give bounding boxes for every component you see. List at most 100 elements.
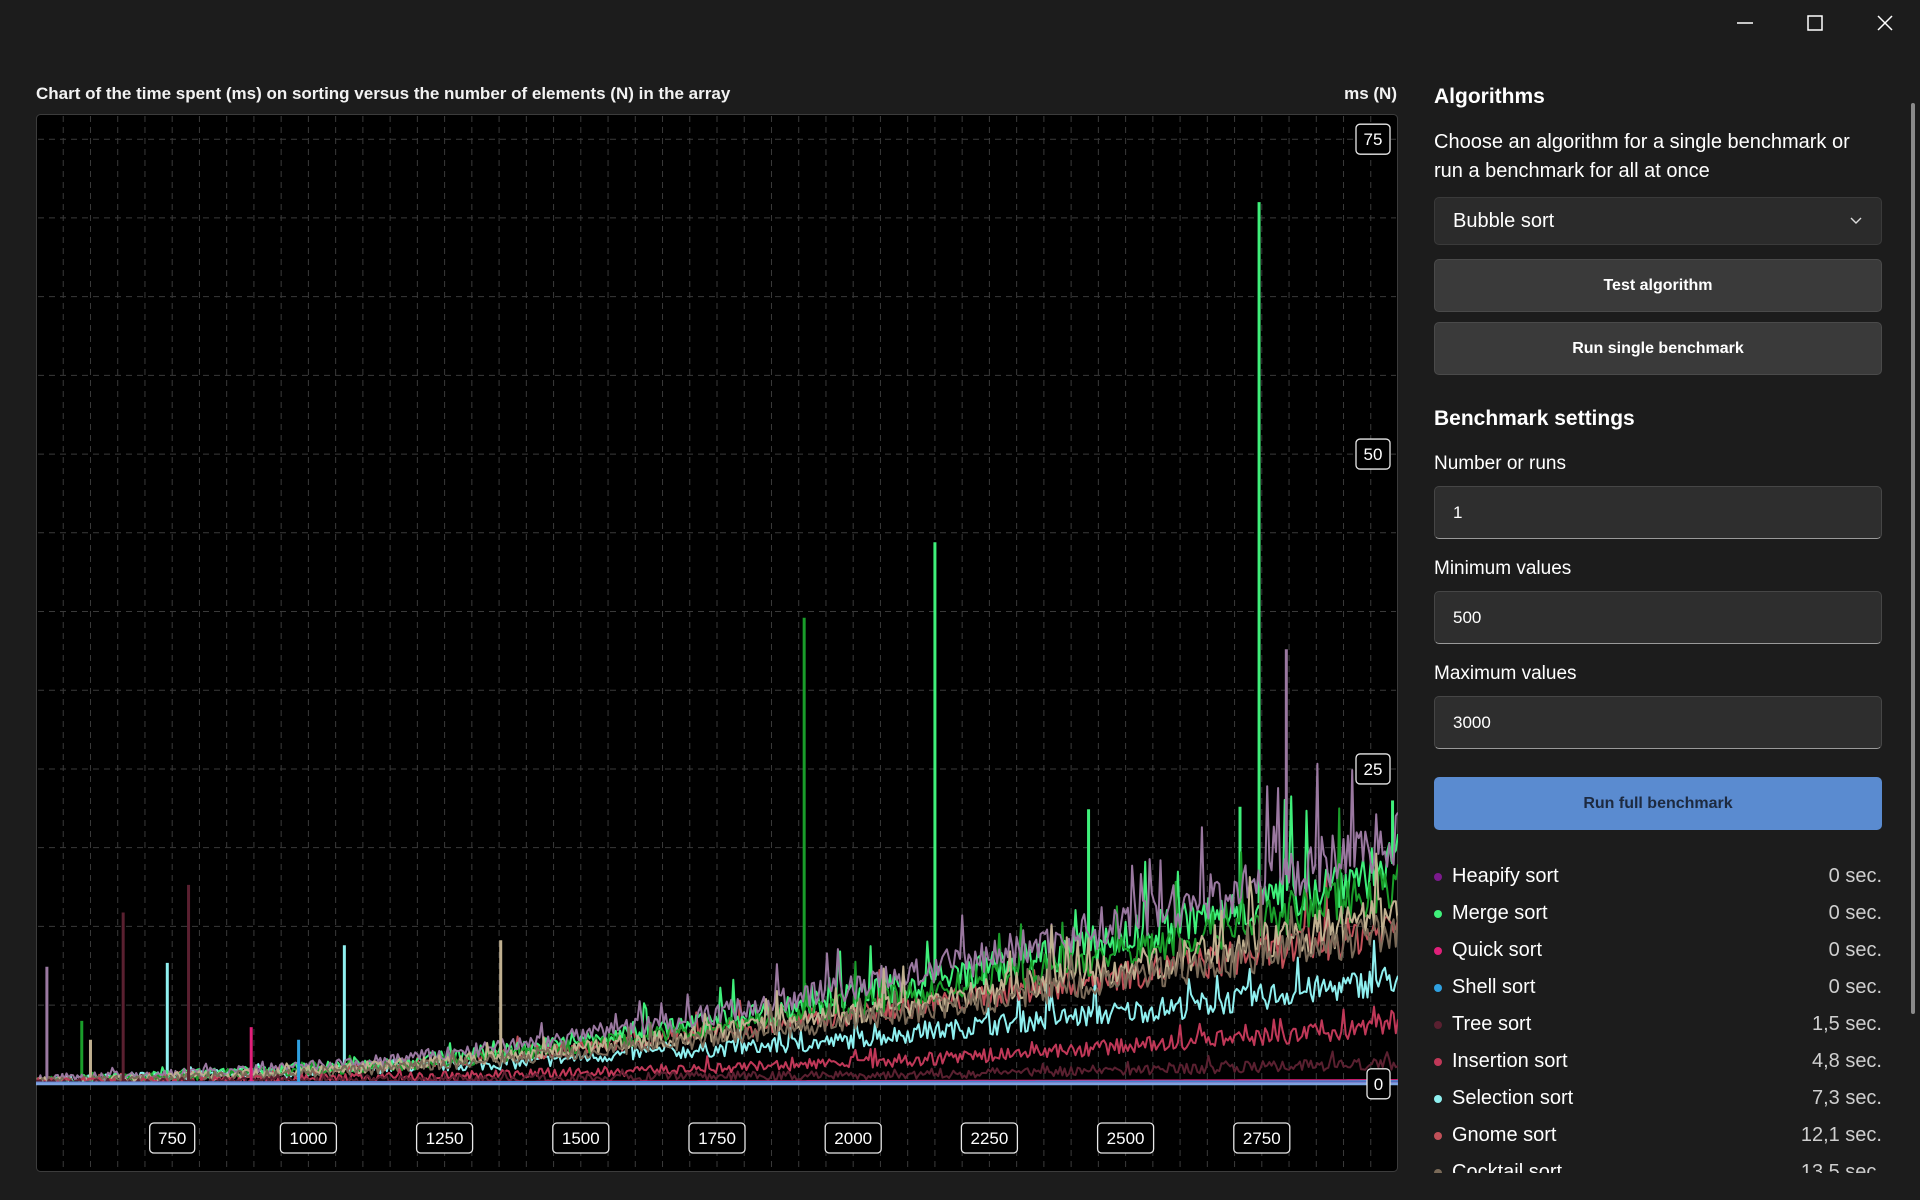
x-tick-label-text: 750 [158, 1129, 186, 1148]
y-tick-label-text: 75 [1364, 130, 1383, 149]
chart-series [36, 202, 1398, 1086]
x-tick-label: 1250 [415, 1122, 474, 1154]
x-tick-label-box [960, 1122, 1019, 1154]
result-time: 12,1 sec. [1800, 1124, 1882, 1146]
x-tick-label-text: 2250 [970, 1129, 1008, 1148]
chart-frame [36, 114, 1398, 1172]
x-tick-label: 1750 [688, 1122, 746, 1154]
result-name: Selection sort [1452, 1087, 1574, 1109]
max-values-label: Maximum values [1434, 663, 1577, 684]
result-name: Shell sort [1452, 976, 1536, 998]
result-row: Insertion sort 4,8 sec. [1434, 1043, 1882, 1080]
series-line [36, 1050, 1398, 1085]
legend-dot-icon [1434, 983, 1442, 992]
minimize-icon [1737, 22, 1753, 24]
y-tick-label-text: 25 [1364, 760, 1383, 779]
result-row: Merge sort 0 sec. [1434, 895, 1882, 932]
algorithms-description: Choose an algorithm for a single benchma… [1434, 131, 1850, 182]
legend-dot-icon [1434, 946, 1442, 955]
legend-dot-icon [1434, 1057, 1442, 1066]
benchmark-settings-heading: Benchmark settings [1434, 407, 1635, 430]
algorithm-select[interactable]: Bubble sort [1434, 197, 1882, 245]
result-time: 13,5 sec. [1800, 1161, 1882, 1173]
series-line [36, 795, 1398, 1085]
result-time: 0 sec. [1828, 865, 1882, 887]
min-values-input[interactable]: 500 [1434, 591, 1882, 644]
y-tick-label-box [1355, 123, 1391, 155]
x-tick-label: 2500 [1096, 1122, 1155, 1154]
x-tick-label-text: 1250 [426, 1129, 464, 1148]
x-tick-label-box [552, 1122, 610, 1154]
chart-title: Chart of the time spent (ms) on sorting … [36, 84, 731, 103]
x-tick-label-box [1096, 1122, 1155, 1154]
x-tick-label-box [149, 1122, 196, 1154]
legend-dot-icon [1434, 1020, 1442, 1029]
series-line [36, 762, 1398, 1084]
x-tick-label: 2250 [960, 1122, 1019, 1154]
result-name: Insertion sort [1452, 1050, 1568, 1072]
x-tick-label-box [824, 1122, 882, 1154]
chevron-down-icon [1850, 217, 1862, 224]
y-tick-label: 75 [1355, 123, 1391, 155]
window-controls [1710, 0, 1920, 46]
y-tick-label-box [1366, 1068, 1391, 1100]
result-time: 0 sec. [1828, 939, 1882, 961]
result-row: Cocktail sort 13,5 sec. [1434, 1154, 1882, 1173]
result-time: 1,5 sec. [1811, 1013, 1882, 1035]
legend-dot-icon [1434, 1168, 1442, 1173]
algorithms-heading: Algorithms [1434, 85, 1545, 108]
chart-ticks: 750 1000 1250 1500 1750 2000 2250 2500 2750 0 25 50… [149, 123, 1391, 1154]
min-values-input-value: 500 [1453, 607, 1482, 627]
maximize-button[interactable] [1780, 0, 1850, 46]
result-name: Merge sort [1452, 902, 1548, 924]
chart-unit-label: ms (N) [1344, 84, 1397, 103]
y-tick-label: 0 [1366, 1068, 1391, 1100]
legend-dot-icon [1434, 872, 1442, 881]
benchmark-chart[interactable]: 750 1000 1250 1500 1750 2000 2250 2500 2750 0 25 50… [36, 114, 1398, 1172]
algorithm-select-value: Bubble sort [1453, 209, 1555, 232]
result-name: Heapify sort [1452, 865, 1559, 887]
max-values-input[interactable]: 3000 [1434, 696, 1882, 749]
result-time: 0 sec. [1828, 902, 1882, 924]
results-list: Heapify sort 0 sec. Merge sort 0 sec. Quick … [1434, 858, 1882, 1173]
result-time: 4,8 sec. [1811, 1050, 1882, 1072]
result-name: Gnome sort [1452, 1124, 1557, 1146]
series-line [36, 852, 1398, 1085]
y-tick-label-box [1355, 753, 1391, 785]
x-tick-label: 750 [149, 1122, 196, 1154]
legend-dot-icon [1434, 909, 1442, 918]
runs-label: Number or runs [1434, 453, 1566, 474]
x-tick-label: 2000 [824, 1122, 882, 1154]
result-row: Gnome sort 12,1 sec. [1434, 1117, 1882, 1154]
x-tick-label-text: 2500 [1107, 1129, 1145, 1148]
min-values-label: Minimum values [1434, 558, 1572, 579]
run-single-benchmark-button[interactable]: Run single benchmark [1434, 322, 1882, 375]
y-tick-label-text: 0 [1374, 1075, 1383, 1094]
run-full-benchmark-button[interactable]: Run full benchmark [1434, 777, 1882, 830]
x-tick-label-text: 1750 [698, 1129, 736, 1148]
runs-input[interactable]: 1 [1434, 486, 1882, 539]
result-time: 7,3 sec. [1811, 1087, 1882, 1109]
close-button[interactable] [1850, 0, 1920, 46]
result-name: Cocktail sort [1452, 1161, 1563, 1173]
panel-scrollbar[interactable] [1911, 103, 1915, 1014]
y-tick-label: 50 [1355, 438, 1391, 470]
close-icon [1877, 15, 1893, 31]
minimize-button[interactable] [1710, 0, 1780, 46]
y-tick-label-text: 50 [1364, 445, 1383, 464]
control-panel: Algorithms Choose an algorithm for a sin… [1434, 0, 1882, 1200]
result-row: Heapify sort 0 sec. [1434, 858, 1882, 895]
x-tick-label-box [1233, 1122, 1291, 1154]
result-row: Quick sort 0 sec. [1434, 932, 1882, 969]
test-algorithm-button[interactable]: Test algorithm [1434, 259, 1882, 312]
legend-dot-icon [1434, 1094, 1442, 1103]
result-row: Tree sort 1,5 sec. [1434, 1006, 1882, 1043]
runs-input-value: 1 [1453, 502, 1463, 522]
result-name: Quick sort [1452, 939, 1543, 961]
x-tick-label: 1000 [279, 1122, 338, 1154]
max-values-input-value: 3000 [1453, 712, 1491, 732]
result-name: Tree sort [1452, 1013, 1532, 1035]
y-tick-label: 25 [1355, 753, 1391, 785]
result-row: Selection sort 7,3 sec. [1434, 1080, 1882, 1117]
x-tick-label-box [279, 1122, 338, 1154]
